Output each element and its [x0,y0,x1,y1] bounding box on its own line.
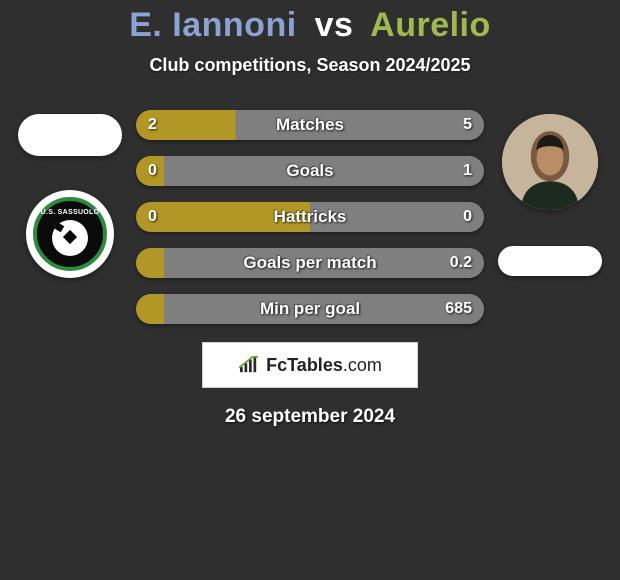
person-icon [502,114,598,210]
right-column [490,110,610,276]
player1-name: E. Iannoni [129,6,296,44]
soccer-ball-icon [52,220,88,256]
stat-bars: Matches25Goals01Hattricks00Goals per mat… [136,110,484,324]
infographic-root: E. Iannoni vs Aurelio Club competitions,… [0,0,620,580]
stat-bar: Goals per match0.2 [136,248,484,278]
stat-left-value: 0 [148,202,157,232]
player1-avatar-placeholder [18,114,122,156]
stat-right-value: 0.2 [450,248,472,278]
brand-domain: .com [343,355,382,375]
brand-name: FcTables [266,355,343,375]
stat-label: Min per goal [136,294,484,324]
brand-box[interactable]: FcTables.com [202,342,418,388]
stat-label: Goals per match [136,248,484,278]
stat-right-value: 685 [445,294,472,324]
player2-name: Aurelio [370,6,491,44]
date: 26 september 2024 [0,406,620,428]
vs-label: vs [315,6,354,44]
stat-left-value: 2 [148,110,157,140]
subtitle: Club competitions, Season 2024/2025 [0,55,620,76]
player2-club-placeholder [498,246,602,276]
stat-left-value: 0 [148,156,157,186]
stat-label: Matches [136,110,484,140]
player1-club-crest: U.S. SASSUOLO [26,190,114,278]
brand-text: FcTables.com [266,355,382,376]
stat-bar: Min per goal685 [136,294,484,324]
bar-chart-icon [238,356,260,374]
left-column: U.S. SASSUOLO [10,110,130,278]
sassuolo-crest-inner: U.S. SASSUOLO [33,197,107,271]
stat-bar: Goals0 1 [136,156,484,186]
stat-label: Goals [136,156,484,186]
crest-text: U.S. SASSUOLO [41,209,100,216]
stat-label: Hattricks [136,202,484,232]
comparison-title: E. Iannoni vs Aurelio [0,6,620,45]
content-row: U.S. SASSUOLO Matches25Goals01Hattricks0… [0,110,620,324]
stat-bar: Hattricks0 0 [136,202,484,232]
stat-right-value: 1 [463,156,472,186]
stat-bar: Matches2 5 [136,110,484,140]
stat-right-value: 0 [463,202,472,232]
player2-avatar [502,114,598,210]
stat-right-value: 5 [463,110,472,140]
